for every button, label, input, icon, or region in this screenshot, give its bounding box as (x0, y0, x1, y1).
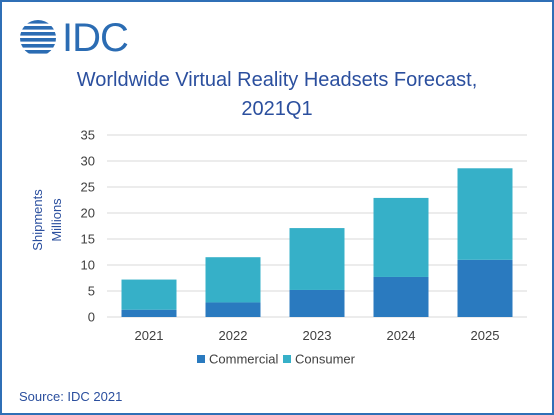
bar-commercial-2023 (289, 289, 345, 317)
y-tick-label: 30 (81, 154, 95, 169)
y-axis-label-line1: Shipments (30, 189, 45, 251)
legend-label-consumer: Consumer (295, 352, 356, 367)
bar-consumer-2021 (121, 279, 177, 310)
y-tick-label: 10 (81, 258, 95, 273)
bar-consumer-2025 (457, 168, 513, 260)
y-tick-label: 15 (81, 232, 95, 247)
bar-commercial-2022 (205, 302, 261, 317)
y-axis-label-line2: Millions (49, 198, 64, 242)
bar-consumer-2022 (205, 257, 261, 303)
chart-title: Worldwide Virtual Reality Headsets Forec… (0, 66, 554, 124)
x-tick-label: 2025 (471, 328, 500, 343)
y-tick-label: 35 (81, 128, 95, 143)
y-tick-label: 5 (88, 284, 95, 299)
bar-commercial-2021 (121, 309, 177, 317)
x-tick-label: 2023 (303, 328, 332, 343)
logo-text: IDC (62, 16, 129, 60)
bar-consumer-2023 (289, 228, 345, 290)
legend-label-commercial: Commercial (209, 352, 278, 367)
y-tick-label: 20 (81, 206, 95, 221)
y-tick-label: 25 (81, 180, 95, 195)
chart-title-line1: Worldwide Virtual Reality Headsets Forec… (76, 69, 478, 91)
legend-swatch-consumer (283, 355, 291, 363)
bar-commercial-2024 (373, 276, 429, 317)
bar-commercial-2025 (457, 259, 513, 317)
legend-swatch-commercial (197, 355, 205, 363)
chart-title-line2: 2021Q1 (241, 98, 313, 120)
x-tick-label: 2021 (135, 328, 164, 343)
x-tick-label: 2022 (219, 328, 248, 343)
source-note: Source: IDC 2021 (19, 389, 123, 404)
globe-icon (20, 20, 56, 54)
bar-consumer-2024 (373, 197, 429, 277)
x-tick-label: 2024 (387, 328, 416, 343)
y-tick-label: 0 (88, 310, 95, 325)
idc-logo: IDC (18, 16, 129, 60)
